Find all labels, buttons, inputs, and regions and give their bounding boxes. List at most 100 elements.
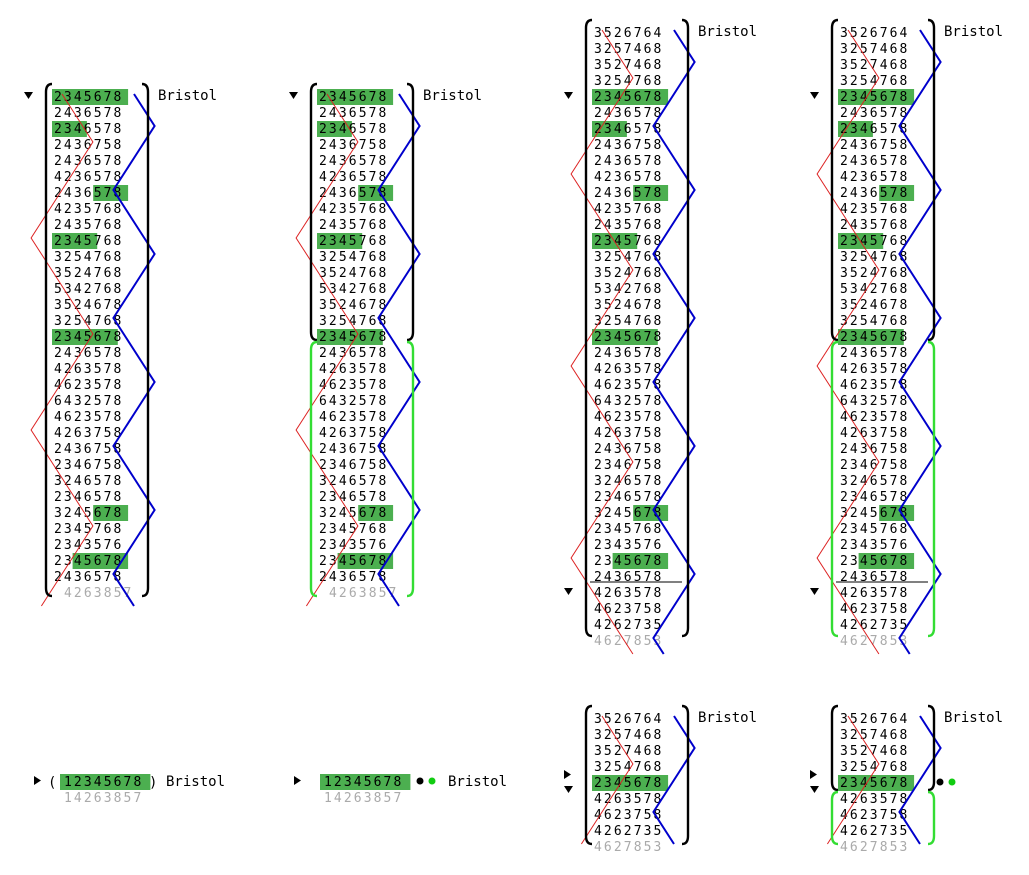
change-row: 3524678 [319, 298, 389, 313]
change-row: 2345678 [840, 776, 910, 791]
change-row: 4235768 [54, 202, 124, 217]
change-row: 4263758 [54, 426, 124, 441]
method-name-label: Bristol [944, 710, 1003, 726]
change-row: 2345678 [594, 776, 664, 791]
change-row: 2345768 [319, 234, 389, 249]
ghost-row: 14263857 [64, 791, 143, 806]
black-bracket [406, 82, 415, 342]
black-bracket [681, 18, 690, 638]
change-row: 4263578 [594, 586, 664, 601]
change-row: 2345768 [54, 522, 124, 537]
change-row: 3254768 [840, 250, 910, 265]
change-row: 4263578 [840, 362, 910, 377]
change-row: 4235768 [840, 202, 910, 217]
change-row: 2346578 [594, 490, 664, 505]
lead-end-highlight [60, 774, 151, 790]
triangle-down-icon[interactable] [24, 92, 33, 99]
change-row: 3254768 [594, 760, 664, 775]
ghost-row: 4627853 [840, 634, 910, 649]
course-panel-extended: 3526764325746835274683254768234567824365… [564, 18, 757, 655]
change-row: 2436578 [319, 154, 389, 169]
change-row: 2346758 [319, 458, 389, 473]
change-row: 2343576 [594, 538, 664, 553]
change-row: 2436758 [319, 442, 389, 457]
change-row: 4262735 [594, 618, 664, 633]
change-row: 2345768 [319, 522, 389, 537]
change-row: 2343576 [319, 538, 389, 553]
change-row: 2436578 [319, 106, 389, 121]
change-row: 5342768 [319, 282, 389, 297]
change-row: 2346578 [840, 122, 910, 137]
black-bracket [584, 704, 593, 846]
change-row: 2345768 [840, 234, 910, 249]
lead-end-highlight [317, 89, 394, 105]
change-row: 2436578 [319, 186, 389, 201]
black-bracket [141, 82, 150, 598]
change-row: 3254768 [840, 74, 910, 89]
lead-end-highlight [633, 185, 669, 201]
black-bracket [830, 704, 839, 792]
change-row: 2436758 [319, 138, 389, 153]
change-row: 2436758 [840, 138, 910, 153]
change-row: 2436758 [840, 442, 910, 457]
lead-end-highlight [317, 329, 383, 345]
triangle-right-icon[interactable] [34, 776, 41, 785]
triangle-down-icon[interactable] [564, 588, 573, 595]
change-row: 2345678 [594, 90, 664, 105]
triangle-right-icon[interactable] [810, 770, 817, 779]
lead-end-highlight [858, 553, 915, 569]
change-row: 4263578 [840, 792, 910, 807]
triangle-down-icon[interactable] [564, 92, 573, 99]
lead-end-highlight [879, 185, 915, 201]
lead-end-highlight [320, 774, 411, 790]
change-row: 3246578 [54, 474, 124, 489]
black-bracket [830, 18, 839, 342]
method-name-label: Bristol [698, 710, 757, 726]
change-row: 4263578 [54, 362, 124, 377]
change-row: 2436578 [840, 346, 910, 361]
lead-end-highlight [592, 121, 627, 137]
close-paren: ) [149, 775, 157, 791]
change-row: 2436578 [840, 154, 910, 169]
triangle-down-icon[interactable] [289, 92, 298, 99]
triangle-down-icon[interactable] [810, 588, 819, 595]
change-row: 3246578 [594, 474, 664, 489]
change-row: 2436578 [319, 570, 389, 585]
triangle-right-icon[interactable] [294, 776, 301, 785]
open-paren: ( [48, 775, 56, 791]
change-row: 2343576 [54, 538, 124, 553]
working-bell-path-line [898, 29, 942, 655]
collapsed-row: 12345678 [324, 775, 403, 790]
change-row: 3254768 [840, 760, 910, 775]
lead-end-highlight [358, 185, 394, 201]
change-row: 2436578 [594, 186, 664, 201]
green-bracket [830, 340, 839, 638]
change-row: 3254768 [594, 314, 664, 329]
change-row: 4623578 [594, 410, 664, 425]
change-row: 2435768 [840, 218, 910, 233]
half-lead-panel: 3526764325746835274683254768234567842635… [810, 704, 1003, 855]
change-row: 3245678 [840, 506, 910, 521]
method-name-label: Bristol [944, 24, 1003, 40]
black-bracket [44, 82, 53, 598]
lead-end-highlight [317, 121, 352, 137]
change-row: 6432578 [319, 394, 389, 409]
treble-path-line [30, 93, 94, 607]
change-row: 6432578 [54, 394, 124, 409]
change-row: 3526764 [594, 26, 664, 41]
triangle-down-icon[interactable] [810, 786, 819, 793]
change-row: 4623578 [319, 410, 389, 425]
method-name-label: Bristol [423, 88, 482, 104]
change-row: 3245678 [319, 506, 389, 521]
change-row: 4263758 [840, 426, 910, 441]
triangle-down-icon[interactable] [810, 92, 819, 99]
triangle-right-icon[interactable] [564, 770, 571, 779]
lead-end-highlight [612, 553, 669, 569]
change-row: 3524768 [594, 266, 664, 281]
change-row: 3257468 [840, 728, 910, 743]
triangle-down-icon[interactable] [564, 786, 573, 793]
change-row: 5342768 [594, 282, 664, 297]
change-row: 4263758 [319, 426, 389, 441]
change-row: 2436578 [54, 570, 124, 585]
